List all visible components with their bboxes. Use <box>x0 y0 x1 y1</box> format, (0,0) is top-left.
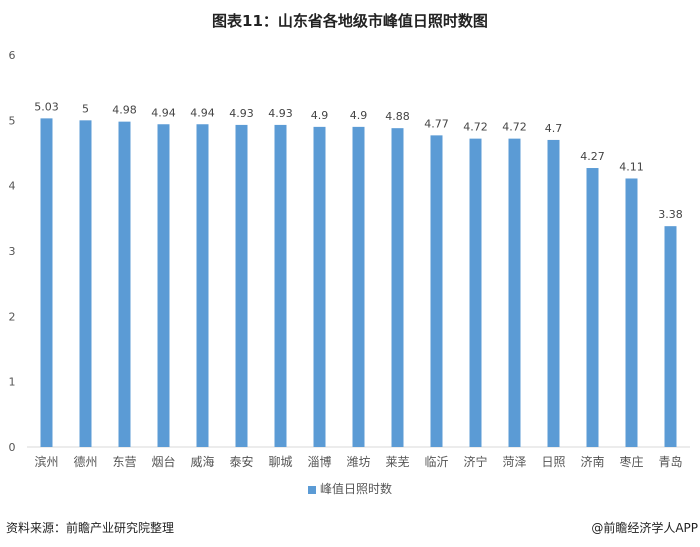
data-label: 4.9 <box>350 109 368 122</box>
bar <box>313 126 326 447</box>
x-tick-label: 菏泽 <box>502 455 526 469</box>
data-label: 4.27 <box>580 150 605 163</box>
bar <box>235 124 248 447</box>
x-tick-label: 潍坊 <box>346 454 370 469</box>
y-tick-label: 4 <box>9 180 16 193</box>
data-label: 4.11 <box>619 160 644 173</box>
bar <box>625 178 638 448</box>
x-tick-label: 威海 <box>190 454 214 469</box>
chart-title: 图表11：山东省各地级市峰值日照时数图 <box>212 12 488 30</box>
legend-label: 峰值日照时数 <box>319 482 392 496</box>
x-tick-label: 莱芜 <box>385 455 409 469</box>
bar <box>274 124 287 447</box>
bar <box>391 128 404 447</box>
x-tick-label: 滨州 <box>34 454 58 469</box>
data-label: 4.72 <box>463 121 488 134</box>
bar <box>157 124 170 448</box>
x-tick-label: 济南 <box>580 454 604 469</box>
credit: @前瞻经济学人APP <box>591 521 698 535</box>
bar <box>430 135 443 448</box>
data-label: 4.88 <box>385 110 410 123</box>
bar <box>508 138 521 448</box>
data-label: 4.77 <box>424 117 449 130</box>
y-tick-label: 0 <box>9 441 16 454</box>
data-label: 3.38 <box>658 208 683 221</box>
x-tick-label: 淄博 <box>307 454 331 469</box>
legend: 峰值日照时数 <box>0 480 700 497</box>
y-tick-label: 5 <box>9 114 16 127</box>
bar <box>196 124 209 448</box>
data-label: 4.94 <box>151 106 176 119</box>
y-tick-label: 2 <box>9 310 16 323</box>
x-tick-label: 日照 <box>541 455 565 469</box>
data-label: 4.9 <box>311 109 329 122</box>
bar <box>547 139 560 447</box>
data-label: 4.93 <box>268 107 293 120</box>
x-tick-label: 枣庄 <box>619 454 643 469</box>
y-tick-label: 3 <box>9 245 16 258</box>
y-tick-label: 1 <box>9 376 16 389</box>
bar <box>586 168 599 447</box>
bar <box>352 126 365 447</box>
x-tick-label: 临沂 <box>424 455 448 469</box>
data-label: 4.93 <box>229 107 254 120</box>
y-tick-label: 6 <box>9 49 16 62</box>
bar <box>40 118 53 447</box>
x-tick-label: 济宁 <box>463 454 487 469</box>
data-label: 5 <box>82 102 89 115</box>
bar <box>664 226 677 447</box>
bar <box>79 120 92 447</box>
data-label: 4.98 <box>112 104 137 117</box>
data-label: 4.94 <box>190 106 215 119</box>
source-note: 资料来源：前瞻产业研究院整理 <box>6 521 175 535</box>
bar <box>118 121 131 447</box>
data-label: 4.72 <box>502 121 527 134</box>
data-label: 5.03 <box>34 100 59 113</box>
x-tick-label: 青岛 <box>658 454 682 469</box>
legend-swatch <box>307 485 316 494</box>
x-tick-label: 聊城 <box>268 455 292 469</box>
x-tick-label: 德州 <box>73 454 97 469</box>
x-tick-label: 东营 <box>112 455 136 469</box>
x-tick-label: 烟台 <box>151 454 175 469</box>
x-tick-label: 泰安 <box>229 454 253 469</box>
data-label: 4.7 <box>545 122 563 135</box>
bar <box>469 138 482 448</box>
